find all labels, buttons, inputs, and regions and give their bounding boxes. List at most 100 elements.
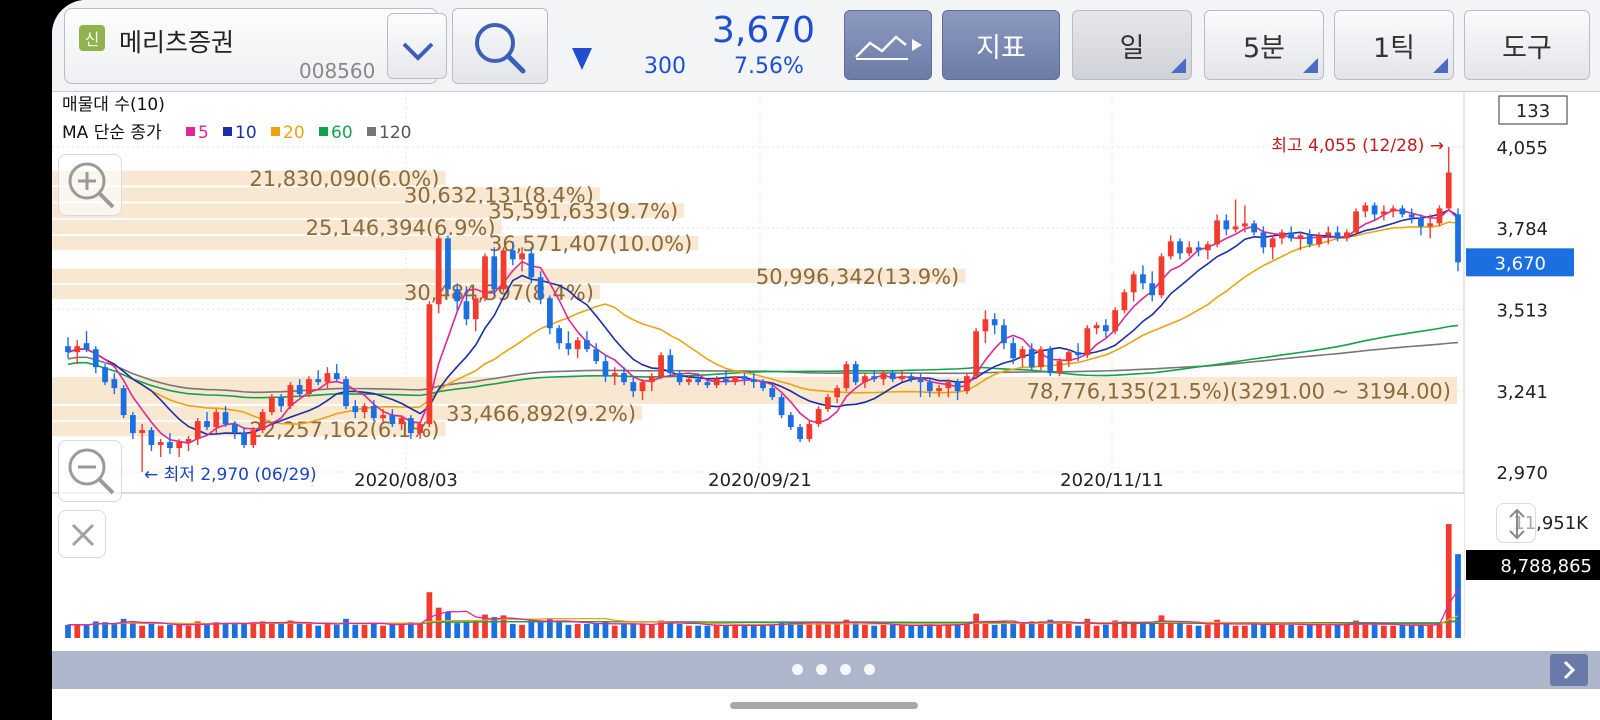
page-dot[interactable] bbox=[792, 664, 803, 675]
volume-bar bbox=[658, 620, 664, 638]
candle bbox=[1001, 319, 1007, 350]
home-indicator[interactable] bbox=[730, 702, 918, 709]
chart-axes: 최고 4,055 (12/28) → ← 최저 2,970 (06/29) 4,05… bbox=[144, 95, 1574, 491]
candle bbox=[843, 361, 850, 392]
zoom-in-button[interactable] bbox=[58, 154, 122, 216]
candle-body bbox=[278, 397, 285, 407]
period-5min-button[interactable]: 5분 bbox=[1204, 10, 1324, 80]
period-day-button[interactable]: 일 bbox=[1072, 10, 1192, 80]
volume-bar bbox=[926, 623, 933, 638]
candle-body bbox=[1306, 235, 1313, 245]
candle bbox=[1325, 226, 1332, 245]
volume-bar bbox=[963, 622, 970, 638]
volume-bar bbox=[556, 622, 563, 638]
volume-bar bbox=[129, 621, 136, 638]
candle bbox=[1297, 232, 1304, 251]
page-dot[interactable] bbox=[864, 664, 875, 675]
zoom-out-button[interactable] bbox=[58, 440, 122, 502]
chart-type-button[interactable] bbox=[844, 10, 932, 80]
candle bbox=[713, 376, 720, 389]
candle bbox=[760, 379, 766, 392]
candle-body bbox=[713, 379, 720, 386]
tools-button[interactable]: 도구 bbox=[1464, 10, 1590, 80]
candle-body bbox=[973, 331, 980, 377]
candle bbox=[519, 247, 525, 272]
candle-body bbox=[194, 421, 201, 440]
candle-body bbox=[1260, 232, 1267, 248]
candle-body bbox=[556, 328, 563, 344]
candle-body bbox=[732, 376, 739, 383]
volume-bar bbox=[1112, 620, 1119, 638]
candle bbox=[1334, 226, 1341, 242]
candle bbox=[824, 394, 831, 413]
indicator-button[interactable]: 지표 bbox=[942, 10, 1060, 80]
candle-body bbox=[667, 355, 674, 374]
candle-body bbox=[120, 388, 127, 416]
candle bbox=[1408, 208, 1415, 224]
volume-bar bbox=[871, 625, 878, 638]
candle bbox=[306, 376, 312, 398]
volume-bar bbox=[1408, 625, 1415, 638]
candle-body bbox=[1241, 223, 1248, 227]
page-dot[interactable] bbox=[840, 664, 851, 675]
volume-bar bbox=[945, 624, 952, 638]
resize-handle-button[interactable] bbox=[1496, 503, 1536, 543]
period-5min-label: 5분 bbox=[1242, 32, 1286, 64]
ma-legend-swatch bbox=[367, 127, 376, 136]
close-indicator-button[interactable] bbox=[58, 510, 106, 558]
stock-dropdown-button[interactable] bbox=[387, 13, 447, 79]
candle bbox=[880, 370, 887, 386]
candle bbox=[778, 394, 785, 419]
candle-body bbox=[1232, 226, 1239, 230]
volume-bar bbox=[899, 625, 905, 638]
x-tick-label: 2020/11/11 bbox=[1060, 470, 1164, 491]
volume-profile-label: 30,632,131(8.4%) bbox=[404, 183, 594, 207]
candle-body bbox=[1408, 214, 1415, 218]
volume-bar bbox=[936, 625, 942, 638]
candle bbox=[1418, 214, 1424, 236]
candle-body bbox=[926, 382, 933, 392]
candle bbox=[1260, 226, 1267, 254]
candle-body bbox=[1093, 325, 1100, 329]
search-button[interactable] bbox=[452, 8, 548, 84]
period-tick-button[interactable]: 1틱 bbox=[1334, 10, 1454, 80]
volume-bar bbox=[806, 622, 813, 638]
candle bbox=[658, 352, 664, 380]
candle-body bbox=[1167, 241, 1174, 257]
volume-bar bbox=[1056, 623, 1063, 638]
current-price: 3,670 bbox=[712, 10, 816, 51]
candle bbox=[926, 379, 933, 398]
candle-body bbox=[519, 253, 525, 260]
candle bbox=[463, 286, 470, 326]
volume-bar bbox=[324, 623, 331, 638]
count-box-value: 133 bbox=[1516, 101, 1550, 122]
candle bbox=[1362, 202, 1369, 218]
volume-bar bbox=[83, 624, 90, 638]
candle bbox=[343, 376, 349, 410]
candle-body bbox=[584, 340, 590, 350]
vertical-resize-icon bbox=[1509, 508, 1525, 540]
volume-bar bbox=[750, 625, 757, 638]
corner-triangle-icon bbox=[1303, 58, 1318, 73]
page-dot[interactable] bbox=[816, 664, 827, 675]
price-chart[interactable]: 21,830,090(6.0%)30,632,131(8.4%)35,591,6… bbox=[52, 92, 1600, 651]
candle bbox=[315, 370, 322, 386]
volume-bar bbox=[472, 620, 479, 638]
candle bbox=[1232, 199, 1239, 233]
next-page-button[interactable] bbox=[1550, 654, 1588, 686]
candle bbox=[92, 346, 99, 374]
volume-profile-rect bbox=[52, 405, 643, 421]
ma-legend: MA 단순 종가 5 10 20 60 120 bbox=[62, 123, 411, 143]
volume-bar bbox=[1390, 625, 1397, 638]
volume-bar bbox=[204, 624, 210, 638]
candle bbox=[899, 370, 905, 383]
volume-bar bbox=[241, 623, 247, 638]
stock-selector[interactable]: 신 메리츠증권 008560 bbox=[64, 8, 447, 84]
candle bbox=[1019, 346, 1026, 368]
volume-bar bbox=[1362, 624, 1369, 638]
candle-body bbox=[1445, 172, 1452, 209]
candle-body bbox=[852, 364, 859, 383]
candle bbox=[648, 373, 655, 392]
candle-body bbox=[695, 379, 702, 383]
volume-bar bbox=[917, 625, 924, 638]
